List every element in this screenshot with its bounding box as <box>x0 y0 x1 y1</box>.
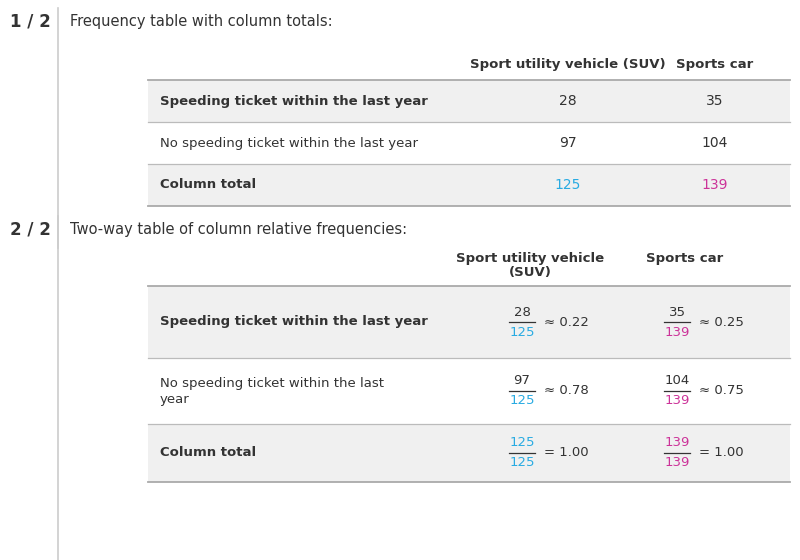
Bar <box>148 80 790 122</box>
Text: No speeding ticket within the last year: No speeding ticket within the last year <box>160 137 418 150</box>
Text: Sport utility vehicle: Sport utility vehicle <box>456 252 604 265</box>
Bar <box>148 424 790 482</box>
Text: Sport utility vehicle (SUV): Sport utility vehicle (SUV) <box>470 58 666 71</box>
Bar <box>148 164 790 206</box>
Text: 139: 139 <box>702 178 728 192</box>
Text: ≈ 0.78: ≈ 0.78 <box>544 385 589 398</box>
Text: = 1.00: = 1.00 <box>699 446 744 460</box>
Text: year: year <box>160 393 190 405</box>
Text: Sports car: Sports car <box>646 252 724 265</box>
Text: 139: 139 <box>664 394 690 408</box>
Text: 104: 104 <box>702 136 728 150</box>
Text: ≈ 0.22: ≈ 0.22 <box>544 315 589 329</box>
Text: Column total: Column total <box>160 179 256 192</box>
Text: ≈ 0.75: ≈ 0.75 <box>699 385 744 398</box>
Text: Speeding ticket within the last year: Speeding ticket within the last year <box>160 95 428 108</box>
Text: No speeding ticket within the last: No speeding ticket within the last <box>160 376 384 390</box>
Text: Speeding ticket within the last year: Speeding ticket within the last year <box>160 315 428 329</box>
Text: Two-way table of column relative frequencies:: Two-way table of column relative frequen… <box>70 222 407 237</box>
Text: 139: 139 <box>664 456 690 469</box>
Text: (SUV): (SUV) <box>509 266 551 279</box>
Bar <box>148 286 790 358</box>
Text: Sports car: Sports car <box>676 58 754 71</box>
Text: 28: 28 <box>559 94 577 108</box>
Text: 139: 139 <box>664 436 690 450</box>
Bar <box>148 358 790 424</box>
Text: 125: 125 <box>510 436 534 450</box>
Bar <box>148 122 790 164</box>
Text: 1 / 2: 1 / 2 <box>10 12 50 30</box>
Text: 125: 125 <box>510 394 534 408</box>
Text: 35: 35 <box>669 306 686 319</box>
Text: 35: 35 <box>706 94 724 108</box>
Text: 125: 125 <box>555 178 581 192</box>
Text: 125: 125 <box>510 456 534 469</box>
Text: 104: 104 <box>664 375 690 388</box>
Text: Column total: Column total <box>160 446 256 460</box>
Text: 2 / 2: 2 / 2 <box>10 220 51 238</box>
Text: 97: 97 <box>559 136 577 150</box>
Text: ≈ 0.25: ≈ 0.25 <box>699 315 744 329</box>
Text: 139: 139 <box>664 325 690 338</box>
Text: Frequency table with column totals:: Frequency table with column totals: <box>70 14 333 29</box>
Text: 125: 125 <box>510 325 534 338</box>
Text: 28: 28 <box>514 306 530 319</box>
Text: 97: 97 <box>514 375 530 388</box>
Text: = 1.00: = 1.00 <box>544 446 589 460</box>
